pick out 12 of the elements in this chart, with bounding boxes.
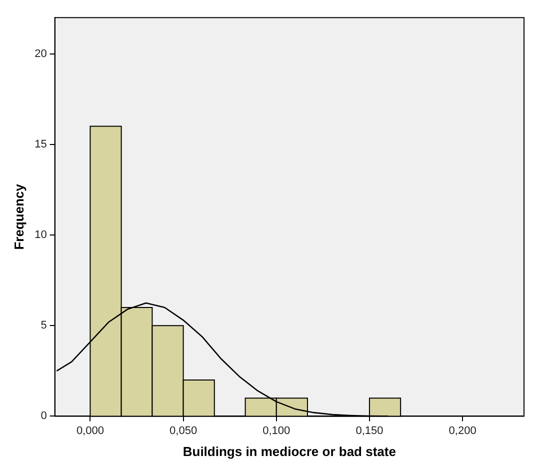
x-tick-label: 0,150 (356, 424, 384, 437)
y-tick-label: 5 (40, 320, 47, 332)
x-tick-label: 0,100 (262, 424, 290, 437)
x-tick-label: 0,050 (170, 424, 198, 437)
y-tick-label: 10 (34, 229, 47, 242)
y-tick-label: 20 (34, 48, 47, 60)
y-tick-label: 15 (34, 138, 47, 150)
y-axis-title: Frequency (11, 183, 26, 250)
x-tick-label: 0,200 (448, 424, 476, 437)
x-axis-title: Buildings in mediocre or bad state (182, 444, 396, 459)
y-tick-label: 0 (40, 410, 47, 422)
x-tick-label: 0,000 (76, 424, 104, 437)
